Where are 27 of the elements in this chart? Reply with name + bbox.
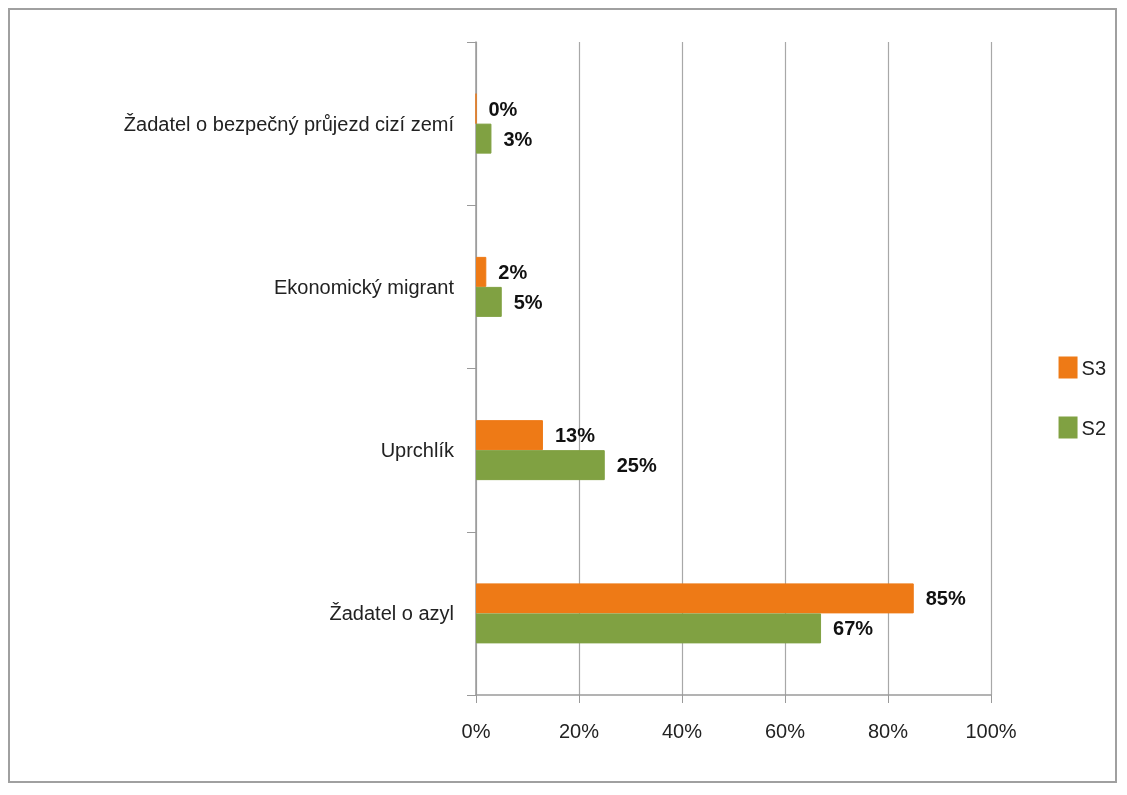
x-tick-label: 20%	[558, 720, 600, 742]
legend-label: S2	[1081, 416, 1107, 439]
data-label: 0%	[488, 97, 518, 120]
x-tick-label: 60%	[764, 720, 806, 742]
data-label: 2%	[498, 260, 528, 283]
y-tick-label: Ekonomický migrant	[273, 275, 455, 298]
data-label: 85%	[925, 587, 966, 610]
bar	[476, 256, 487, 287]
data-label: 5%	[513, 290, 543, 313]
bar	[476, 450, 605, 481]
bar	[476, 583, 914, 614]
data-label: 25%	[616, 454, 657, 477]
data-label: 13%	[554, 424, 596, 447]
x-tick-label: 80%	[867, 720, 909, 742]
data-label: 67%	[833, 617, 874, 640]
y-tick-label: Žadatel o bezpečný průjezd cizí zemí	[123, 112, 455, 135]
data-label: 3%	[503, 127, 533, 150]
legend-label: S3	[1081, 356, 1107, 379]
bar	[476, 123, 492, 154]
x-tick-label: 0%	[461, 720, 491, 742]
bar	[476, 420, 543, 451]
y-tick-label: Uprchlík	[380, 439, 455, 462]
x-tick-label: 40%	[661, 720, 703, 742]
y-tick-label: Žadatel o azyl	[329, 602, 454, 625]
bar	[476, 613, 822, 644]
x-tick-label: 100%	[965, 720, 1017, 742]
bar	[476, 286, 502, 317]
